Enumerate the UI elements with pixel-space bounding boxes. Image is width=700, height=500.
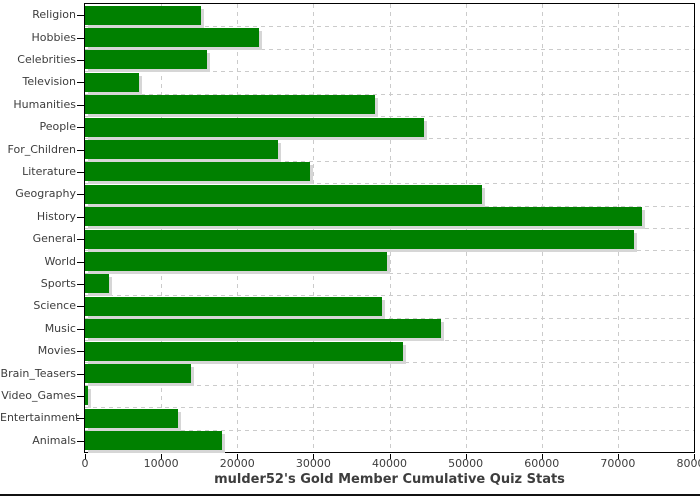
- x-tick-label: 30000: [295, 457, 331, 470]
- y-category-label: For_Children: [7, 142, 76, 156]
- y-tick-mark: [77, 328, 84, 330]
- y-tick-mark: [77, 440, 84, 442]
- y-tick-mark: [77, 15, 84, 17]
- y-category-label: Humanities: [13, 97, 76, 111]
- y-category-label: Celebrities: [17, 53, 76, 66]
- v-gridline: [389, 4, 391, 452]
- y-tick-mark: [77, 104, 84, 106]
- y-category-label: Science: [33, 299, 76, 313]
- y-category-label: People: [39, 120, 76, 134]
- x-tick-mark: [237, 454, 239, 459]
- y-tick-mark: [77, 172, 84, 173]
- x-tick-mark: [389, 454, 391, 459]
- x-tick-mark: [694, 454, 695, 459]
- plot-area: [84, 3, 695, 453]
- bar-music: [85, 319, 442, 339]
- v-gridline: [161, 4, 163, 452]
- y-tick-mark: [77, 82, 84, 84]
- y-tick-mark: [77, 149, 84, 151]
- y-category-label: Video_Games: [1, 389, 76, 402]
- v-gridline: [541, 4, 543, 452]
- bar-entertainment: [85, 408, 178, 428]
- y-category-label: History: [36, 209, 76, 223]
- y-category-label: Brain_Teasers: [0, 366, 76, 380]
- bar-television: [85, 72, 139, 92]
- x-tick-mark: [541, 454, 543, 459]
- y-tick-mark: [77, 351, 84, 353]
- y-category-label: Music: [44, 321, 76, 335]
- bar-religion: [85, 5, 201, 25]
- y-tick-mark: [77, 239, 84, 241]
- x-tick-mark: [161, 454, 163, 459]
- x-tick-mark: [617, 454, 619, 459]
- bar-hobbies: [85, 27, 260, 47]
- bar-brain_teasers: [85, 363, 191, 383]
- y-category-label: World: [44, 254, 76, 268]
- x-tick-label: 10000: [143, 457, 179, 470]
- x-tick-mark: [465, 454, 467, 459]
- x-tick-label: 20000: [219, 457, 255, 470]
- x-tick-mark: [313, 454, 315, 459]
- bar-literature: [85, 162, 311, 182]
- x-tick-label: 0: [81, 457, 89, 470]
- y-tick-mark: [77, 37, 84, 39]
- bottom-border-line: [0, 494, 700, 496]
- y-tick-mark: [77, 396, 84, 397]
- v-gridline: [237, 4, 239, 452]
- y-category-label: Literature: [22, 165, 76, 178]
- v-gridline: [313, 4, 315, 452]
- chart-title: mulder52's Gold Member Cumulative Quiz S…: [214, 472, 565, 487]
- x-tick-label: 50000: [448, 457, 484, 470]
- x-tick-label: 70000: [600, 457, 636, 470]
- y-category-label: Animals: [32, 433, 76, 447]
- bar-sports: [85, 274, 110, 294]
- y-tick-mark: [77, 216, 84, 218]
- y-category-label: Movies: [37, 344, 76, 358]
- v-gridline: [617, 4, 619, 452]
- y-category-label: Sports: [40, 277, 76, 290]
- bar-world: [85, 251, 387, 271]
- y-tick-mark: [77, 284, 84, 285]
- x-tick-label: 60000: [524, 457, 560, 470]
- bar-general: [85, 229, 634, 249]
- y-tick-mark: [77, 60, 84, 61]
- y-category-label: Entertainment: [0, 411, 80, 425]
- y-tick-mark: [77, 418, 84, 420]
- y-category-label: Television: [22, 75, 77, 89]
- v-gridline: [465, 4, 467, 452]
- bar-science: [85, 296, 382, 316]
- bar-for_children: [85, 139, 279, 159]
- bar-celebrities: [85, 50, 207, 70]
- bar-animals: [85, 431, 222, 451]
- bar-people: [85, 117, 424, 137]
- y-tick-mark: [77, 261, 84, 263]
- bar-movies: [85, 341, 404, 361]
- x-tick-label: 80000: [676, 457, 700, 470]
- y-tick-mark: [77, 306, 84, 308]
- y-category-label: Geography: [15, 187, 76, 201]
- bar-video_games: [85, 386, 88, 406]
- x-tick-mark: [85, 454, 86, 459]
- y-tick-mark: [77, 127, 84, 129]
- bar-geography: [85, 184, 483, 204]
- y-category-label: Hobbies: [31, 30, 76, 44]
- y-category-label: General: [32, 232, 76, 246]
- y-tick-mark: [77, 373, 84, 375]
- x-tick-label: 40000: [372, 457, 407, 470]
- bar-humanities: [85, 95, 375, 115]
- bar-history: [85, 207, 642, 227]
- y-category-label: Religion: [32, 8, 76, 22]
- y-tick-mark: [77, 194, 84, 196]
